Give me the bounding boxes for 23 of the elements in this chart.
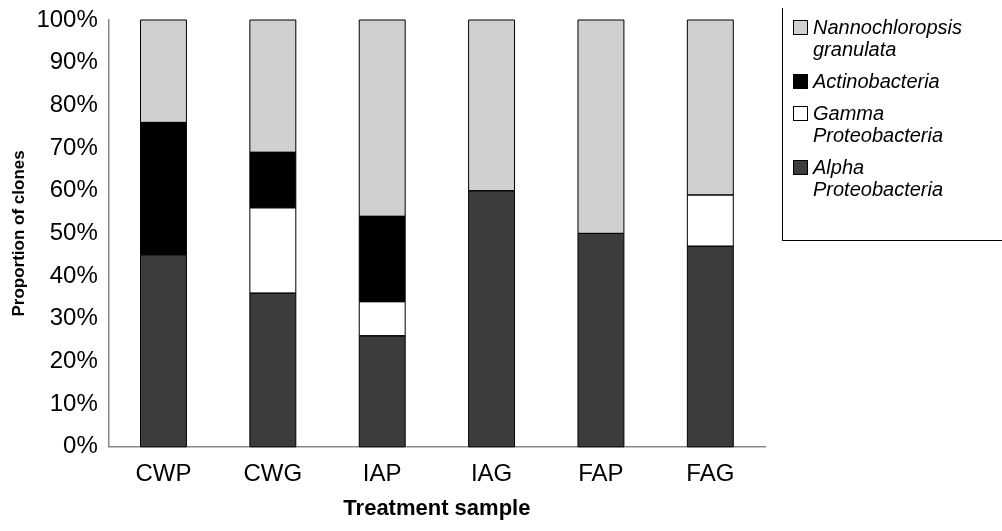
- y-tick-label: 100%: [36, 4, 98, 32]
- y-axis-title: Proportion of clones: [8, 150, 28, 317]
- y-tick-label: 60%: [49, 175, 98, 203]
- legend-label: Actinobacteria: [813, 70, 940, 92]
- y-tick-label: 10%: [49, 388, 98, 416]
- x-tick-label: CWG: [243, 458, 303, 486]
- x-axis-title: Treatment sample: [343, 494, 531, 520]
- y-tick-label: 80%: [49, 89, 98, 117]
- x-tick-label: IAG: [470, 458, 513, 486]
- x-tick-label: IAP: [362, 458, 402, 486]
- y-tick-label: 30%: [49, 303, 98, 331]
- legend-label: Nannochloropsis granulata: [813, 16, 963, 60]
- x-tick-label: FAG: [686, 458, 735, 486]
- y-tick-label: 90%: [49, 47, 98, 75]
- x-tick-label: FAP: [578, 458, 624, 486]
- y-tick-label: 0%: [63, 431, 98, 459]
- y-tick-label: 70%: [49, 132, 98, 160]
- y-tick-label: 50%: [49, 218, 98, 246]
- x-tick-label: CWP: [135, 458, 192, 486]
- legend-label: Alpha Proteobacteria: [813, 156, 945, 200]
- y-tick-label: 20%: [49, 346, 98, 374]
- legend-label: Gamma Proteobacteria: [813, 102, 945, 146]
- y-tick-label: 40%: [49, 260, 98, 288]
